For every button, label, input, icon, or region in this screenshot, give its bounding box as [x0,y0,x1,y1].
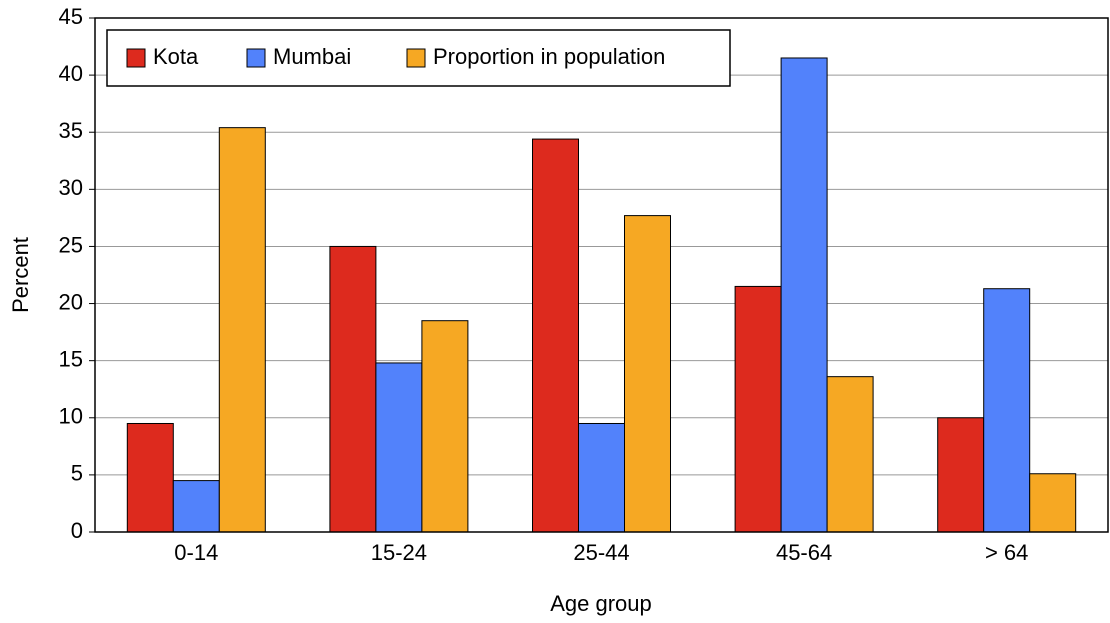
y-tick-label: 10 [59,404,83,429]
y-tick-label: 15 [59,346,83,371]
legend-label: Proportion in population [433,44,665,69]
x-tick-label: 15-24 [371,540,427,565]
legend-swatch [406,48,426,68]
y-tick-label: 20 [59,289,83,314]
y-tick-label: 35 [59,118,83,143]
bar [532,138,579,533]
y-tick-label: 5 [71,461,83,486]
plot-frame [94,17,1109,533]
bar [937,417,985,533]
bar [578,422,625,533]
bar [826,376,874,533]
bar [1029,473,1077,533]
x-tick-label: > 64 [985,540,1028,565]
legend-swatch [126,48,146,68]
bar [983,288,1031,533]
x-axis-label: Age group [550,591,652,616]
bar [421,320,469,533]
legend-swatch [246,48,266,68]
x-tick-label: 0-14 [174,540,218,565]
bar [126,422,174,533]
legend-label: Kota [153,44,199,69]
bar [218,127,266,533]
bar [780,57,828,533]
y-tick-label: 45 [59,4,83,29]
y-tick-label: 0 [71,518,83,543]
bar [375,362,423,533]
legend-label: Mumbai [273,44,351,69]
bar [172,480,220,533]
bar [624,215,671,533]
x-tick-label: 45-64 [776,540,832,565]
y-tick-label: 25 [59,232,83,257]
bar [329,245,377,533]
y-tick-label: 30 [59,175,83,200]
y-axis-label: Percent [8,237,33,313]
bar [734,285,782,533]
x-tick-label: 25-44 [573,540,629,565]
y-tick-label: 40 [59,61,83,86]
